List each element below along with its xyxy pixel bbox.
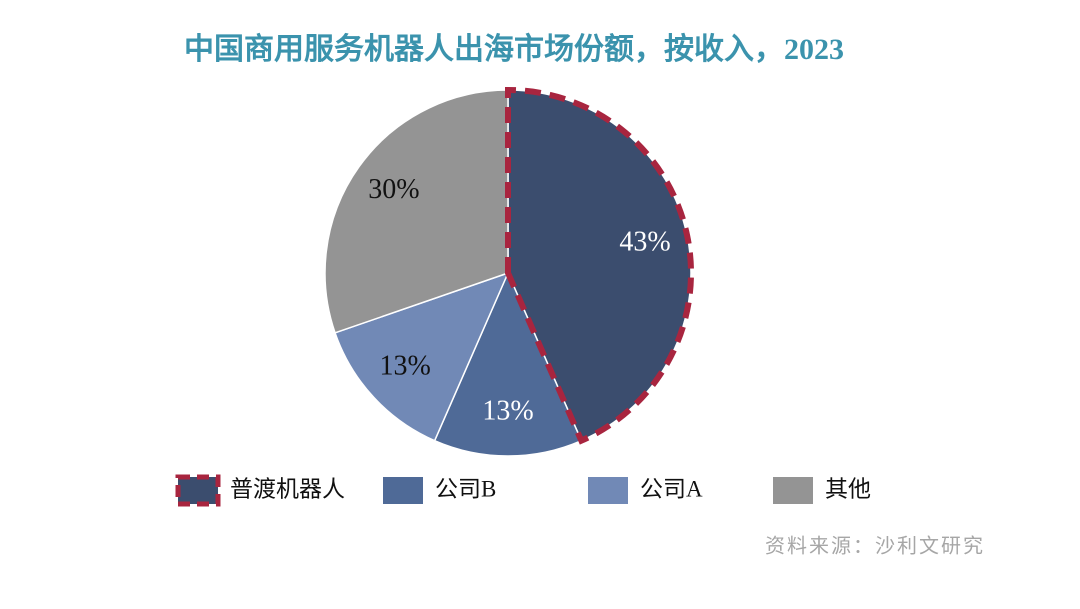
pie-slice (334, 271, 510, 442)
highlight-outline (505, 86, 694, 445)
legend-swatch (773, 477, 813, 504)
pie-slice (324, 89, 509, 334)
legend-label: 公司A (640, 476, 703, 501)
legend-swatch (383, 477, 423, 504)
data-label: 43% (619, 227, 670, 258)
legend-label: 普渡机器人 (230, 476, 345, 501)
legend-swatch (588, 477, 628, 504)
legend-highlight (175, 474, 221, 507)
data-label: 13% (482, 395, 533, 426)
data-label: 13% (379, 350, 430, 381)
source-note: 资料来源：沙利文研究 (765, 535, 985, 558)
legend-label: 公司B (435, 476, 496, 501)
data-label: 30% (368, 174, 419, 205)
legend-label: 其他 (825, 476, 871, 501)
legend-swatch (178, 477, 218, 504)
pie-slice (433, 271, 583, 457)
chart-title: 中国商用服务机器人出海市场份额，按收入，2023 (184, 32, 844, 66)
